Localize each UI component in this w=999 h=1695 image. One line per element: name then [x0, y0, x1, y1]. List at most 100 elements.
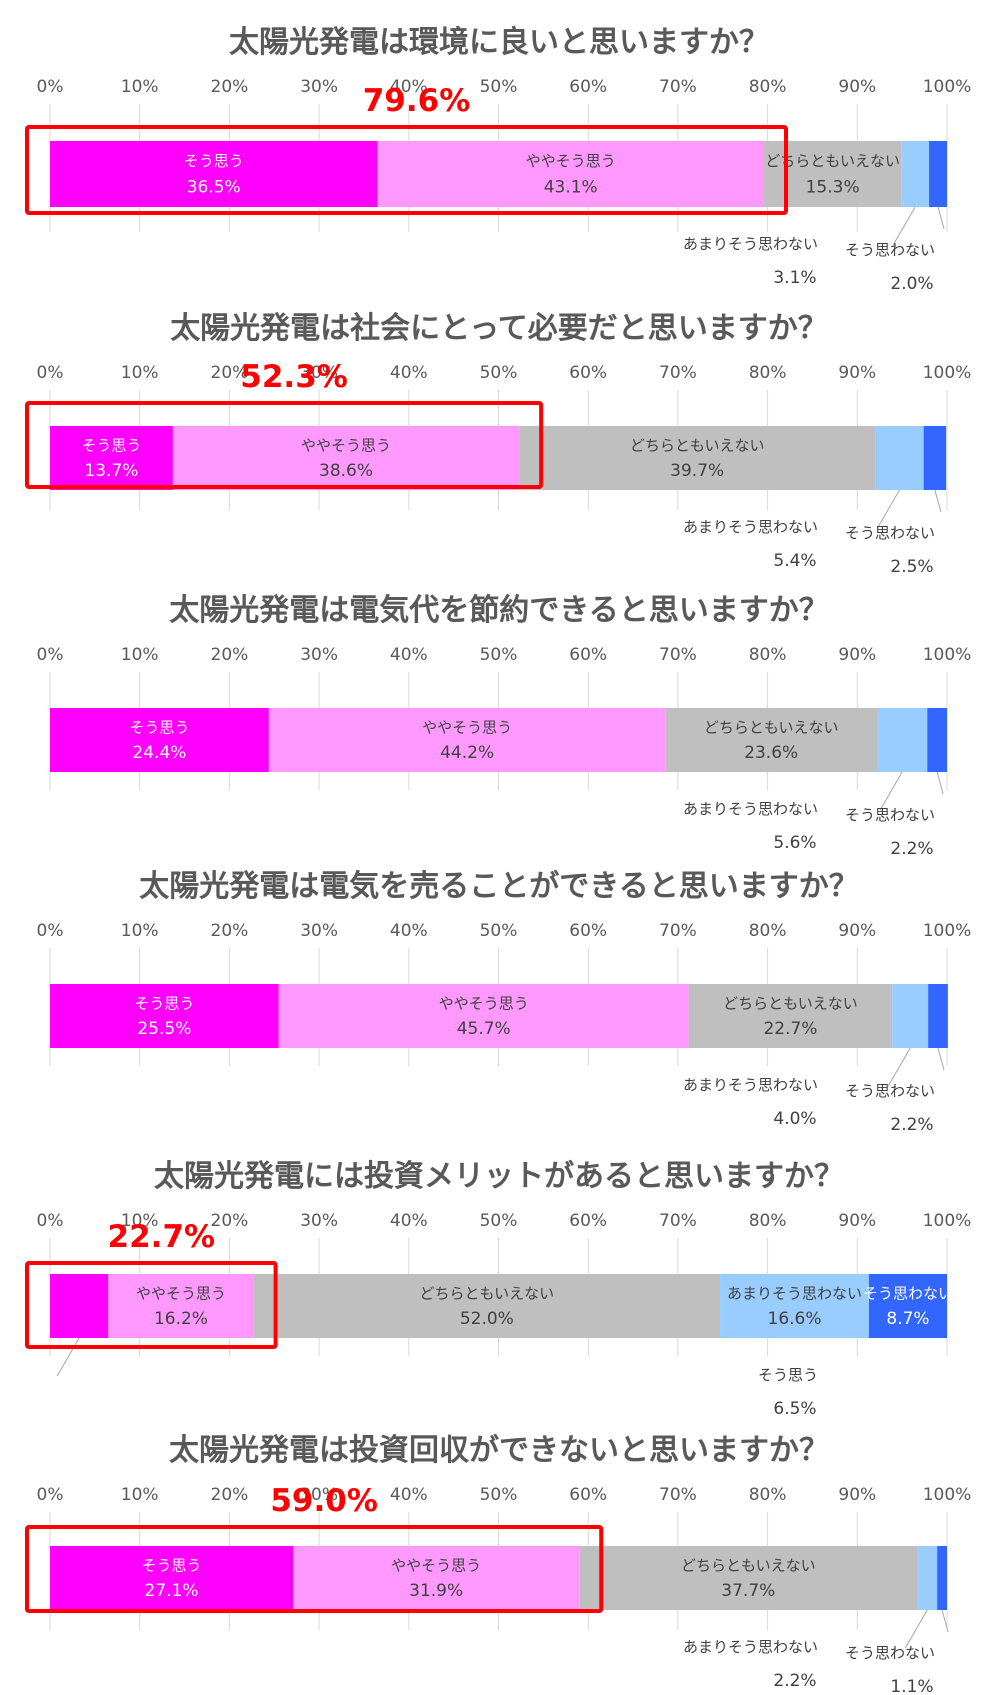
tick-label: 40%: [390, 921, 428, 941]
tick-label: 60%: [569, 1485, 607, 1505]
callout-category-label: そう思わない: [845, 241, 935, 259]
callout-value-label: 1.1%: [890, 1677, 933, 1695]
callout-leader: [879, 771, 903, 811]
callout-leader: [937, 1047, 945, 1071]
segment-category-label: ややそう思う: [391, 1556, 481, 1574]
tick-label: 0%: [37, 1211, 64, 1231]
bar-segment: [50, 1274, 109, 1338]
tick-label: 10%: [121, 77, 159, 97]
bar-segment: [927, 708, 947, 772]
segment-category-label: どちらともいえない: [419, 1284, 554, 1302]
tick-label: 70%: [659, 1485, 697, 1505]
tick-label: 10%: [121, 1485, 159, 1505]
chart-title: 太陽光発電は電気代を節約できると思いますか？: [169, 593, 828, 628]
segment-value-label: 52.0%: [460, 1309, 514, 1329]
bar-segment: [720, 1274, 869, 1338]
bar-segment: [293, 1546, 580, 1610]
segment-category-label: ややそう思う: [301, 436, 391, 454]
tick-label: 40%: [390, 363, 428, 383]
callout-leader: [892, 206, 916, 246]
callout-leader: [937, 206, 945, 230]
bar-segment: [875, 426, 924, 490]
tick-label: 90%: [838, 1211, 876, 1231]
tick-label: 60%: [569, 645, 607, 665]
tick-label: 80%: [749, 1211, 787, 1231]
highlight-box: [25, 1525, 604, 1613]
chart-title: 太陽光発電は電気を売ることができると思いますか？: [139, 869, 858, 904]
segment-value-label: 31.9%: [409, 1581, 463, 1601]
segment-value-label: 39.7%: [670, 461, 724, 481]
tick-label: 0%: [37, 921, 64, 941]
tick-label: 100%: [923, 1485, 972, 1505]
callout-category-label: あまりそう思わない: [683, 235, 818, 253]
bar-segment: [579, 1546, 918, 1610]
tick-label: 60%: [569, 1211, 607, 1231]
callout-value-label: 6.5%: [773, 1399, 816, 1419]
segment-value-label: 43.1%: [544, 177, 598, 197]
callout-leader: [887, 1047, 911, 1087]
segment-category-label: どちらともいえない: [723, 994, 858, 1012]
segment-value-label: 44.2%: [440, 743, 494, 763]
callout-category-label: あまりそう思わない: [683, 1076, 818, 1094]
chart-title: 太陽光発電は投資回収ができないと思いますか？: [169, 1433, 829, 1468]
tick-label: 40%: [390, 1485, 428, 1505]
segment-value-label: 22.7%: [763, 1019, 817, 1039]
tick-label: 20%: [211, 363, 249, 383]
tick-label: 80%: [749, 363, 787, 383]
tick-label: 90%: [838, 363, 876, 383]
tick-label: 60%: [569, 77, 607, 97]
highlight-label: 59.0%: [270, 1483, 378, 1519]
bar-segment: [688, 984, 893, 1048]
segment-category-label: そう思わない: [863, 1284, 953, 1302]
callout-category-label: そう思う: [758, 1366, 818, 1384]
tick-label: 10%: [121, 645, 159, 665]
segment-category-label: そう思う: [129, 718, 189, 736]
bar-segment: [868, 1274, 947, 1338]
tick-label: 20%: [211, 921, 249, 941]
callout-category-label: あまりそう思わない: [683, 800, 818, 818]
tick-label: 20%: [211, 645, 249, 665]
tick-label: 90%: [838, 645, 876, 665]
bar-segment: [253, 1274, 721, 1338]
segment-category-label: ややそう思う: [526, 152, 616, 170]
callout-category-label: そう思わない: [845, 1082, 935, 1100]
segment-value-label: 24.4%: [132, 743, 186, 763]
tick-label: 40%: [390, 645, 428, 665]
callout-value-label: 2.5%: [890, 557, 933, 577]
segment-category-label: どちらともいえない: [704, 718, 839, 736]
bar-segment: [50, 426, 173, 490]
callout-leader: [936, 771, 944, 795]
tick-label: 30%: [300, 645, 338, 665]
callout-value-label: 3.1%: [773, 268, 816, 288]
chart-title: 太陽光発電には投資メリットがあると思いますか？: [154, 1159, 844, 1194]
tick-label: 80%: [749, 77, 787, 97]
tick-label: 20%: [211, 1485, 249, 1505]
tick-label: 60%: [569, 363, 607, 383]
callout-leader: [904, 1609, 928, 1649]
tick-label: 20%: [211, 77, 249, 97]
bar-segment: [923, 426, 947, 490]
segment-value-label: 16.2%: [154, 1309, 208, 1329]
tick-label: 0%: [37, 645, 64, 665]
highlight-label: 79.6%: [363, 83, 471, 119]
tick-label: 100%: [923, 77, 972, 97]
callout-leader: [56, 1337, 80, 1377]
tick-label: 80%: [749, 645, 787, 665]
highlight-box: [25, 125, 789, 215]
segment-value-label: 37.7%: [721, 1581, 775, 1601]
bar-segment: [877, 708, 928, 772]
bar-segment: [937, 1546, 947, 1610]
callout-category-label: あまりそう思わない: [683, 518, 818, 536]
highlight-box: [25, 1261, 278, 1349]
callout-value-label: 2.0%: [890, 274, 933, 294]
callout-value-label: 5.4%: [773, 551, 816, 571]
tick-label: 70%: [659, 77, 697, 97]
tick-label: 30%: [300, 1211, 338, 1231]
tick-label: 10%: [121, 1211, 159, 1231]
bar-segment: [108, 1274, 254, 1338]
segment-value-label: 45.7%: [457, 1019, 511, 1039]
tick-label: 0%: [37, 363, 64, 383]
tick-label: 70%: [659, 363, 697, 383]
segment-category-label: ややそう思う: [422, 718, 512, 736]
